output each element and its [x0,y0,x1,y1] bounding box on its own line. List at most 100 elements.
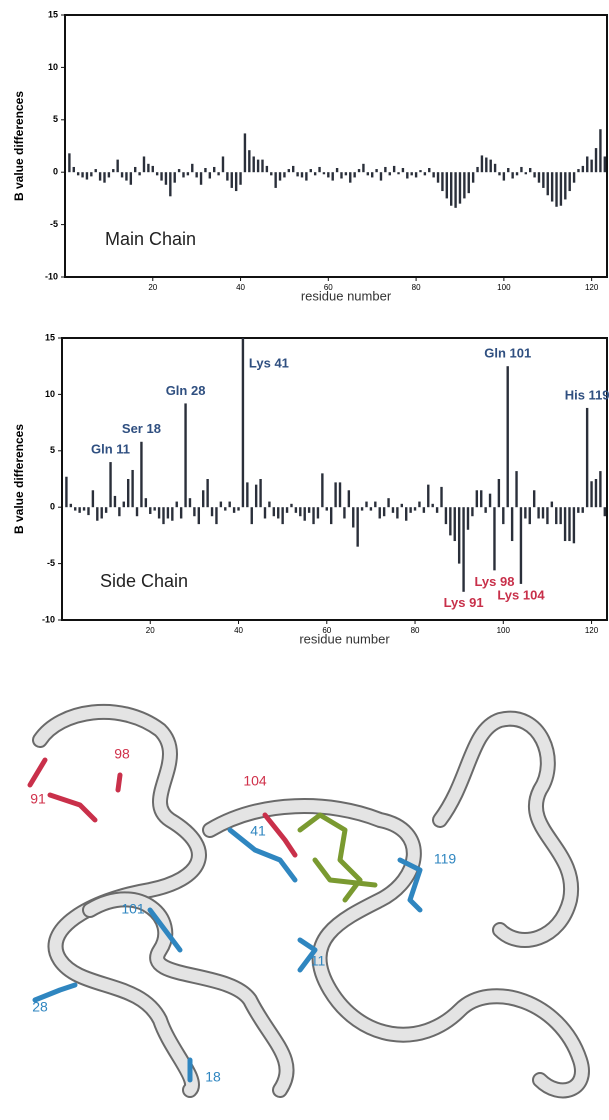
bar [595,148,597,172]
annotation: Lys 104 [497,587,545,602]
bar [520,507,522,584]
bar [402,168,404,172]
bar [529,168,531,172]
bar [424,172,426,175]
bar [480,490,482,507]
bar [568,507,570,541]
bar [463,172,465,198]
x-tick-label: 120 [585,626,599,635]
bar [493,507,495,570]
bar [524,507,526,518]
bar [564,507,566,541]
bar [73,167,75,172]
bar [604,507,606,516]
structure-label: 11 [311,953,326,969]
bar [121,172,123,177]
bar [138,172,140,175]
bar [140,442,142,507]
bar [83,507,85,510]
bar [288,169,290,172]
bar [441,172,443,191]
bar [330,507,332,524]
bar [586,156,588,172]
bar [371,172,373,177]
bar [405,507,407,521]
structure-label: 28 [32,999,48,1015]
structure-label: 104 [243,773,267,789]
bar [270,172,272,175]
bar [485,158,487,173]
bar [380,172,382,180]
bar [292,166,294,172]
bar [286,507,288,513]
bar [471,507,473,516]
bar [343,507,345,518]
x-tick-label: 120 [585,283,599,292]
bar [180,507,182,518]
annotation: Lys 41 [249,355,289,370]
bar [273,507,275,516]
bar [323,172,325,174]
bar [577,169,579,172]
bar [81,172,83,177]
bar [459,172,461,203]
bar [494,164,496,172]
bar [489,494,491,508]
bar [450,172,452,206]
bar [352,507,354,527]
bar [481,155,483,172]
bar [533,490,535,507]
bar [582,507,584,513]
x-axis-label: residue number [301,288,392,303]
bar [396,507,398,518]
y-tick-label: -10 [42,614,55,624]
structure-label: 98 [114,746,130,762]
y-tick-label: 0 [50,502,55,512]
bar [397,172,399,174]
bar [525,172,527,174]
bar-chart: -10-505101520406080100120residue numberB… [12,332,609,646]
bar [112,169,114,172]
bar [340,172,342,178]
bar [77,172,79,175]
bar [92,490,94,507]
bar [542,507,544,518]
bar [468,172,470,193]
bar [590,481,592,507]
bar [431,504,433,507]
x-tick-label: 80 [411,626,420,635]
bar [109,462,111,507]
bar [449,507,451,535]
bar [533,172,535,177]
bar [118,507,120,516]
bar [423,507,425,513]
bar [153,507,155,510]
bar [162,507,164,524]
bar [193,507,195,516]
bar [283,172,285,177]
bar [498,479,500,507]
bar [268,502,270,508]
bar [165,172,167,185]
y-tick-label: 15 [45,332,55,342]
bar [411,172,413,175]
bar [169,172,171,196]
bar [143,156,145,172]
x-tick-label: 100 [497,626,511,635]
bar [503,172,505,180]
bar [387,498,389,507]
bar [349,172,351,182]
bar [362,164,364,172]
bar [551,172,553,201]
structure-label: 91 [30,791,46,807]
bar [257,160,259,173]
bar [348,490,350,507]
bar [568,172,570,191]
bar [248,150,250,172]
bar [361,507,363,510]
bar [228,502,230,508]
bar [114,496,116,507]
bar [414,507,416,510]
bar [299,507,301,516]
bar [370,507,372,510]
